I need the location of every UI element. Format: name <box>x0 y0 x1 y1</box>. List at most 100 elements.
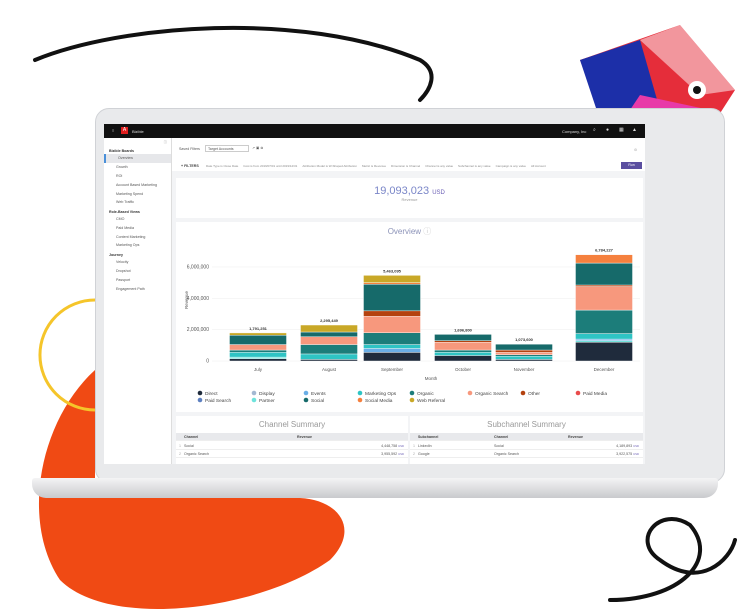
legend-item[interactable]: Web Referral <box>409 397 445 404</box>
bar-segment-organic-search[interactable] <box>229 344 287 351</box>
table-row[interactable]: 2 Google Organic Search 3,922,575USD <box>410 450 643 458</box>
filter-chip[interactable]: Subchannel is any value <box>458 164 491 168</box>
bar-segment-direct[interactable] <box>229 358 287 362</box>
bar-segment-social-media[interactable] <box>575 254 633 264</box>
legend-item[interactable]: Other <box>520 390 541 397</box>
bar-segment-social[interactable] <box>363 284 421 312</box>
bar-segment-social-media[interactable] <box>363 282 421 285</box>
bar-segment-marketing-ops[interactable] <box>495 356 553 360</box>
bar-segment-other[interactable] <box>575 284 633 287</box>
bar-segment-direct[interactable] <box>363 352 421 362</box>
bar-segment-other[interactable] <box>495 349 553 353</box>
bar-segment-social[interactable] <box>434 334 492 341</box>
bar-segment-direct[interactable] <box>575 341 633 362</box>
column-header-subchannel[interactable]: Subchannel <box>418 435 439 439</box>
bar-segment-organic[interactable] <box>495 354 553 357</box>
bar-segment-partner[interactable] <box>575 340 633 343</box>
bar-segment-marketing-ops[interactable] <box>363 344 421 349</box>
legend-item[interactable]: Paid Search <box>197 397 232 404</box>
sidebar-item[interactable]: Account Based Marketing <box>116 182 157 187</box>
bar-segment-web-referral[interactable] <box>229 332 287 336</box>
column-header-channel[interactable]: Channel <box>494 435 509 439</box>
column-header-channel[interactable]: Channel <box>184 435 199 439</box>
bar-segment-social[interactable] <box>300 331 358 337</box>
bar-segment-organic[interactable] <box>575 309 633 334</box>
column-header-revenue[interactable]: Revenue <box>568 435 583 439</box>
sidebar-item[interactable]: Velocity <box>116 260 129 265</box>
sidebar-item[interactable]: Engagement Path <box>116 286 145 291</box>
legend-item[interactable]: Paid Media <box>575 390 608 397</box>
bar-segment-social[interactable] <box>495 343 553 351</box>
legend-item[interactable]: Direct <box>197 390 218 397</box>
bar-segment-organic[interactable] <box>300 344 358 355</box>
table-row[interactable]: 2 Organic Search 3,955,592USD <box>176 450 408 458</box>
bar-segment-direct[interactable] <box>495 359 553 362</box>
search-icon[interactable]: ⌕ <box>593 127 596 133</box>
column-header-revenue[interactable]: Revenue <box>297 435 312 439</box>
bar-segment-organic-search[interactable] <box>363 316 421 333</box>
saved-filters-select[interactable]: Target Accounts <box>205 145 249 152</box>
bar-segment-events[interactable] <box>363 348 421 353</box>
bar-segment-marketing-ops[interactable] <box>575 333 633 340</box>
sidebar-item[interactable]: Content Marketing <box>116 234 146 239</box>
legend-item[interactable]: Organic <box>409 390 435 397</box>
legend-item[interactable]: Display <box>251 390 276 397</box>
bar-segment-web-referral[interactable] <box>363 275 421 283</box>
filter-chip[interactable]: Cost is from 2019/07/01 until 2019/12/31 <box>243 164 298 168</box>
help-icon[interactable]: ● <box>606 127 610 133</box>
bar-segment-direct[interactable] <box>434 355 492 362</box>
sidebar-item[interactable]: ROI <box>116 173 123 178</box>
company-selector[interactable]: Company, Inc <box>562 128 587 134</box>
table-row[interactable]: 1 Social 4,448,758USD <box>176 442 408 450</box>
filter-chip[interactable]: Metric is Revenue <box>361 164 386 168</box>
apps-grid-icon[interactable]: ▦ <box>619 127 624 133</box>
settings-icon[interactable]: ⚙ <box>634 148 638 152</box>
bar-segment-marketing-ops[interactable] <box>229 352 287 358</box>
sidebar-item[interactable]: CMO <box>116 217 125 222</box>
bar-segment-organic-search[interactable] <box>300 336 358 345</box>
sidebar-item[interactable]: Passport <box>116 277 131 282</box>
bar-segment-other[interactable] <box>434 340 492 343</box>
edit-icon[interactable]: ↗ ▣ ⊗ <box>252 146 264 150</box>
bar-segment-events[interactable] <box>575 338 633 341</box>
legend-item[interactable]: Events <box>303 390 327 397</box>
sidebar-item[interactable]: Overview <box>104 154 171 163</box>
bar-segment-organic[interactable] <box>434 349 492 353</box>
bar-segment-web-referral[interactable] <box>300 324 358 333</box>
bar-segment-partner[interactable] <box>229 356 287 359</box>
sidebar-item[interactable]: Marketing Spend <box>116 191 144 196</box>
legend-item[interactable]: Organic Search <box>467 390 509 397</box>
filter-chip[interactable]: Attribution Model is W-Shaped Attributio… <box>302 164 357 168</box>
collapse-sidebar-icon[interactable]: ◫ <box>163 140 167 144</box>
legend-item[interactable]: Marketing Ops <box>357 390 397 397</box>
sidebar-item[interactable]: Paid Media <box>116 225 134 230</box>
bar-segment-organic[interactable] <box>363 332 421 345</box>
bar-segment-social[interactable] <box>575 262 633 286</box>
legend-item[interactable]: Social Media <box>357 397 393 404</box>
run-button[interactable]: Run <box>621 162 642 169</box>
sidebar-item[interactable]: Web Traffic <box>116 200 135 205</box>
bar-segment-organic-search[interactable] <box>575 286 633 311</box>
legend-item[interactable]: Social <box>303 397 324 404</box>
bar-segment-other[interactable] <box>363 310 421 317</box>
filter-chip[interactable]: Dimension is Channel <box>391 164 421 168</box>
bell-icon[interactable]: ▲ <box>632 127 637 133</box>
info-icon[interactable]: ⓘ <box>423 227 432 236</box>
bar-segment-social[interactable] <box>229 335 287 345</box>
bar-segment-marketing-ops[interactable] <box>300 353 358 360</box>
sidebar-item[interactable]: Dropshot <box>116 268 131 273</box>
sidebar-item[interactable]: Marketing Ops <box>116 243 140 248</box>
filters-toggle[interactable]: + FILTERS <box>181 164 199 168</box>
legend-item[interactable]: Partner <box>251 397 275 404</box>
bar-segment-direct[interactable] <box>300 359 358 362</box>
filter-chip[interactable]: Date Type is Close Date <box>206 164 239 168</box>
menu-icon[interactable]: ≡ <box>112 128 115 133</box>
bar-segment-organic-search[interactable] <box>495 352 553 355</box>
bar-segment-marketing-ops[interactable] <box>434 352 492 356</box>
filter-chip[interactable]: All Account <box>530 164 546 168</box>
table-row[interactable]: 1 LinkedIn Social 4,189,893USD <box>410 442 643 450</box>
bar-segment-organic-search[interactable] <box>434 341 492 351</box>
sidebar-item[interactable]: Growth <box>116 165 128 170</box>
filter-chip[interactable]: Channel is any value <box>425 164 454 168</box>
filter-chip[interactable]: Campaign is any value <box>495 164 526 168</box>
